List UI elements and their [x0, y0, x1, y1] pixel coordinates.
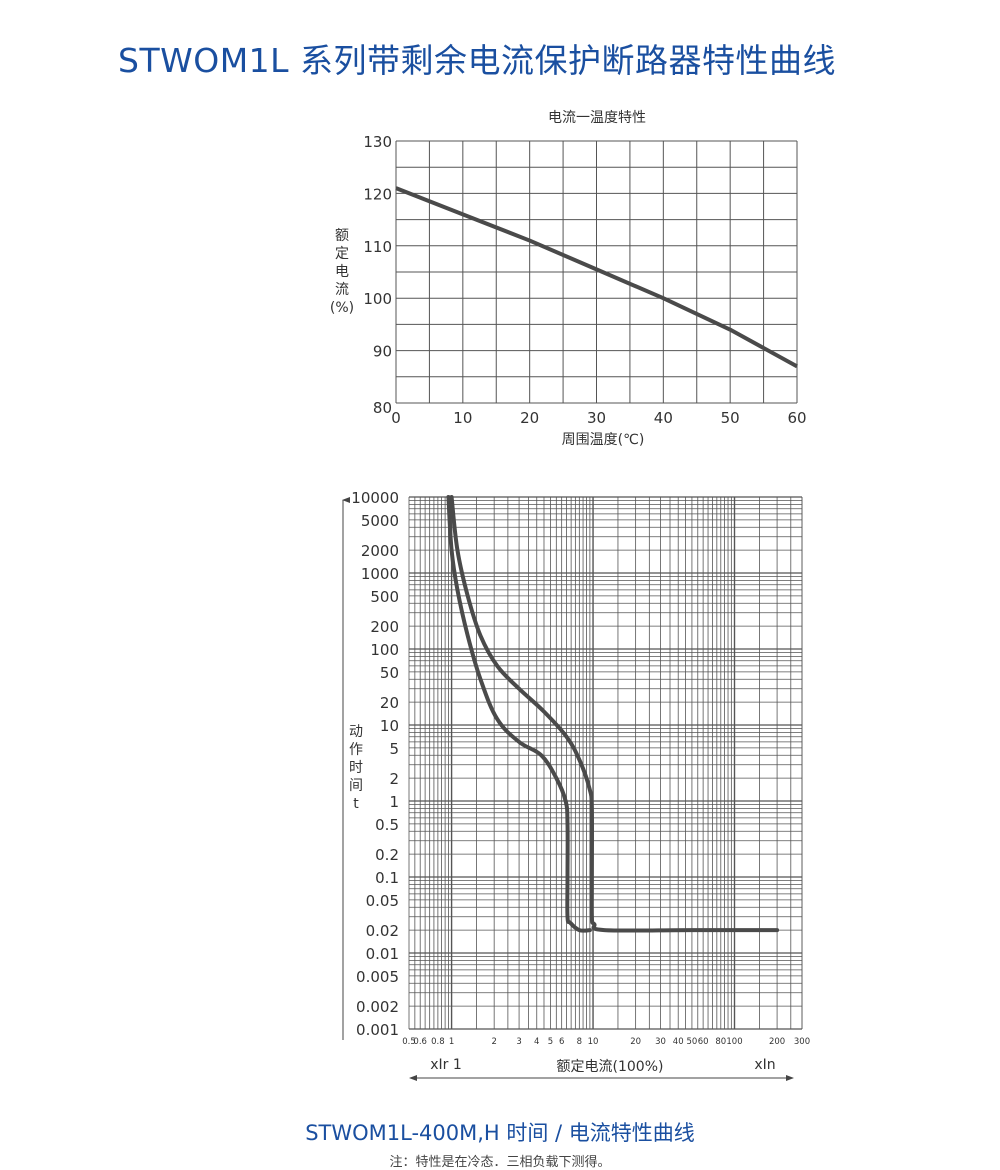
x-tick-label: 1 — [449, 1037, 454, 1047]
x-tick-label: 60 — [787, 409, 806, 427]
x-tick-label: 30 — [655, 1037, 666, 1047]
x-tick-label: 40 — [673, 1037, 684, 1047]
x-tick-label: 0.5 — [402, 1037, 416, 1047]
time-current-chart-xlabel-right: xIn — [754, 1057, 775, 1073]
temperature-chart: 0 10 20 30 40 50 60 80 90 100 110 120 130 电流一温度特性 周围… — [330, 110, 807, 448]
time-current-chart-xlabel: 额定电流(100%) — [557, 1059, 664, 1075]
y-tick-label: 0.05 — [366, 892, 399, 910]
y-tick-label: 2000 — [361, 542, 399, 560]
y-tick-label: 1 — [389, 793, 399, 811]
y-tick-label: 200 — [370, 618, 399, 636]
x-tick-label: 0 — [391, 409, 401, 427]
x-tick-label: 20 — [630, 1037, 641, 1047]
x-tick-label: 60 — [698, 1037, 709, 1047]
x-tick-label: 4 — [534, 1037, 539, 1047]
y-tick-label: 0.01 — [366, 945, 399, 963]
y-axis-label-char: 流 — [335, 282, 349, 298]
y-tick-label: 2 — [389, 770, 399, 788]
x-tick-label: 0.8 — [431, 1037, 445, 1047]
x-tick-label: 300 — [794, 1037, 810, 1047]
y-tick-label: 0.1 — [375, 869, 399, 887]
y-axis-label-char: t — [353, 796, 359, 812]
y-tick-label: 500 — [370, 588, 399, 606]
time-current-chart-xlabel-left: xIr 1 — [430, 1057, 462, 1073]
time-current-chart-grid — [408, 496, 803, 1030]
x-tick-label: 20 — [520, 409, 539, 427]
y-tick-label: 10000 — [351, 489, 399, 507]
x-tick-label: 0.6 — [413, 1037, 427, 1047]
y-axis-label-char: (%) — [330, 300, 354, 316]
trip-curve — [449, 495, 780, 933]
y-tick-label: 5 — [389, 740, 399, 758]
y-tick-label: 0.001 — [356, 1021, 399, 1039]
temperature-chart-ticks: 0 10 20 30 40 50 60 80 90 100 110 120 130 — [363, 133, 806, 427]
y-axis-label-char: 额 — [335, 228, 349, 244]
y-tick-label: 0.2 — [375, 846, 399, 864]
temperature-chart-ylabel: 额定电流 (%) — [330, 228, 354, 316]
time-current-chart-ticks: 0.50.6 0.8 1 2 3 4 5 6 8 10 20 30 40 50 60 80 100 200 3001… — [351, 489, 810, 1047]
page-title: STWOM1L 系列带剩余电流保护断路器特性曲线 — [118, 41, 837, 80]
x-tick-label: 80 — [715, 1037, 726, 1047]
x-tick-label: 8 — [577, 1037, 582, 1047]
x-tick-label: 10 — [588, 1037, 599, 1047]
chart-caption: STWOM1L-400M,H 时间 / 电流特性曲线 — [305, 1121, 695, 1145]
series-line — [395, 186, 798, 369]
y-tick-label: 1000 — [361, 565, 399, 583]
y-tick-label: 20 — [380, 694, 399, 712]
y-tick-label: 5000 — [361, 512, 399, 530]
y-axis-label-char: 间 — [349, 778, 363, 794]
chart-note: 注：特性是在冷态．三相负载下测得。 — [389, 1155, 611, 1170]
temperature-chart-xlabel: 周围温度(℃) — [562, 432, 645, 448]
x-tick-label: 30 — [587, 409, 606, 427]
y-tick-label: 130 — [363, 133, 392, 151]
y-tick-label: 0.5 — [375, 816, 399, 834]
y-tick-label: 0.005 — [356, 968, 399, 986]
x-tick-label: 10 — [453, 409, 472, 427]
trip-curve — [446, 495, 592, 933]
y-axis-label-char: 时 — [349, 760, 363, 776]
y-tick-label: 100 — [370, 641, 399, 659]
x-tick-label: 50 — [687, 1037, 698, 1047]
x-tick-label: 200 — [769, 1037, 785, 1047]
x-tick-label: 50 — [721, 409, 740, 427]
x-tick-label: 100 — [726, 1037, 742, 1047]
y-tick-label: 10 — [380, 717, 399, 735]
x-tick-label: 3 — [516, 1037, 521, 1047]
temperature-chart-grid — [395, 140, 798, 404]
y-tick-label: 100 — [363, 290, 392, 308]
temperature-chart-series — [395, 186, 798, 369]
y-tick-label: 0.02 — [366, 922, 399, 940]
y-tick-label: 90 — [373, 343, 392, 361]
y-tick-label: 120 — [363, 185, 392, 203]
temperature-chart-title: 电流一温度特性 — [548, 110, 646, 126]
x-tick-label: 40 — [654, 409, 673, 427]
y-axis-label-char: 动 — [349, 724, 363, 740]
y-tick-label: 80 — [373, 399, 392, 417]
y-tick-label: 0.002 — [356, 998, 399, 1016]
time-current-chart-series — [446, 495, 780, 933]
y-axis-label-char: 作 — [349, 742, 363, 758]
x-tick-label: 5 — [548, 1037, 553, 1047]
x-tick-label: 2 — [491, 1037, 496, 1047]
time-current-chart: 0.50.6 0.8 1 2 3 4 5 6 8 10 20 30 40 50 60 80 100 200 3001… — [342, 489, 810, 1081]
y-tick-label: 50 — [380, 664, 399, 682]
y-axis-label-char: 电 — [335, 264, 349, 280]
y-tick-label: 110 — [363, 238, 392, 256]
y-axis-label-char: 定 — [335, 246, 349, 262]
x-tick-label: 6 — [559, 1037, 564, 1047]
